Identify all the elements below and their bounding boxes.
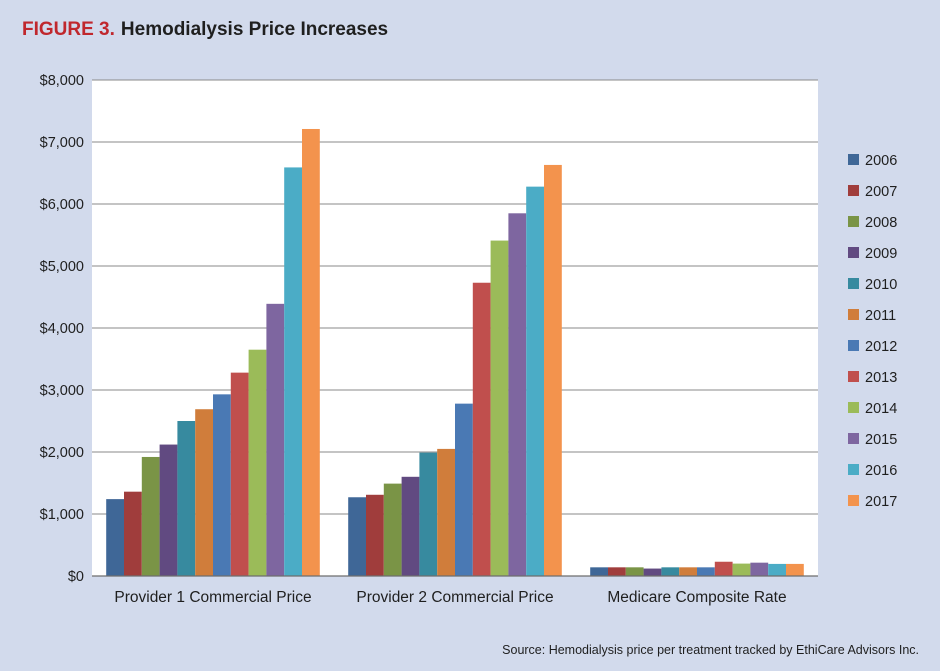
- bar: [508, 213, 527, 577]
- x-tick-label: Provider 2 Commercial Price: [356, 589, 553, 606]
- legend-swatch: [848, 216, 859, 227]
- legend-label: 2011: [865, 308, 896, 324]
- legend-swatch: [848, 309, 859, 320]
- legend-label: 2013: [865, 370, 897, 386]
- x-tick-label: Medicare Composite Rate: [607, 589, 786, 606]
- legend-label: 2006: [865, 153, 897, 169]
- legend-swatch: [848, 278, 859, 289]
- x-tick-label: Provider 1 Commercial Price: [114, 589, 311, 606]
- bar: [590, 567, 608, 576]
- bar: [472, 282, 491, 576]
- bar: [490, 240, 509, 576]
- bar: [366, 494, 384, 576]
- bar: [383, 483, 402, 576]
- bar: [437, 448, 455, 576]
- y-tick-label: $8,000: [40, 73, 84, 89]
- bar: [643, 568, 662, 576]
- legend-label: 2012: [865, 339, 897, 355]
- legend-label: 2014: [865, 401, 897, 417]
- bar: [266, 303, 285, 576]
- legend-swatch: [848, 495, 859, 506]
- legend-label: 2008: [865, 215, 897, 231]
- legend-swatch: [848, 402, 859, 413]
- bar: [159, 444, 178, 576]
- legend-label: 2016: [865, 463, 897, 479]
- bar: [679, 567, 697, 576]
- y-tick-label: $1,000: [40, 507, 84, 523]
- bar: [284, 167, 302, 577]
- legend-swatch: [848, 371, 859, 382]
- bar: [302, 128, 320, 577]
- figure-label: FIGURE 3.: [22, 19, 115, 40]
- figure-title: FIGURE 3. Hemodialysis Price Increases: [22, 19, 388, 41]
- legend-swatch: [848, 464, 859, 475]
- source-note: Source: Hemodialysis price per treatment…: [502, 643, 919, 657]
- bar: [544, 164, 562, 576]
- bar: [608, 567, 626, 576]
- y-tick-label: $4,000: [40, 321, 84, 337]
- bar: [768, 563, 786, 576]
- bar: [661, 567, 680, 576]
- bar: [419, 452, 438, 576]
- y-tick-label: $2,000: [40, 445, 84, 461]
- y-tick-label: $5,000: [40, 259, 84, 275]
- bar: [750, 562, 769, 576]
- bar: [106, 499, 124, 576]
- y-tick-label: $0: [68, 569, 84, 585]
- legend-swatch: [848, 247, 859, 258]
- bar: [697, 567, 715, 576]
- bar: [625, 567, 644, 576]
- legend-swatch: [848, 154, 859, 165]
- y-tick-label: $6,000: [40, 197, 84, 213]
- bar: [732, 563, 751, 576]
- legend-label: 2007: [865, 184, 897, 200]
- bar: [230, 372, 249, 576]
- legend-swatch: [848, 433, 859, 444]
- figure-title-text: Hemodialysis Price Increases: [120, 19, 389, 40]
- bar: [526, 186, 544, 576]
- legend-label: 2009: [865, 246, 897, 262]
- bar: [195, 409, 213, 576]
- bar: [248, 349, 267, 576]
- bar: [786, 563, 804, 576]
- y-tick-label: $7,000: [40, 135, 84, 151]
- legend-label: 2015: [865, 432, 897, 448]
- y-tick-label: $3,000: [40, 383, 84, 399]
- bar: [714, 561, 733, 576]
- legend-label: 2010: [865, 277, 897, 293]
- legend-swatch: [848, 185, 859, 196]
- bar: [124, 491, 142, 576]
- bar: [141, 456, 160, 576]
- legend-swatch: [848, 340, 859, 351]
- bar: [401, 476, 420, 576]
- bar: [455, 403, 473, 576]
- bar: [213, 394, 231, 576]
- bar: [348, 497, 366, 576]
- legend-label: 2017: [865, 494, 897, 510]
- bar: [177, 421, 196, 576]
